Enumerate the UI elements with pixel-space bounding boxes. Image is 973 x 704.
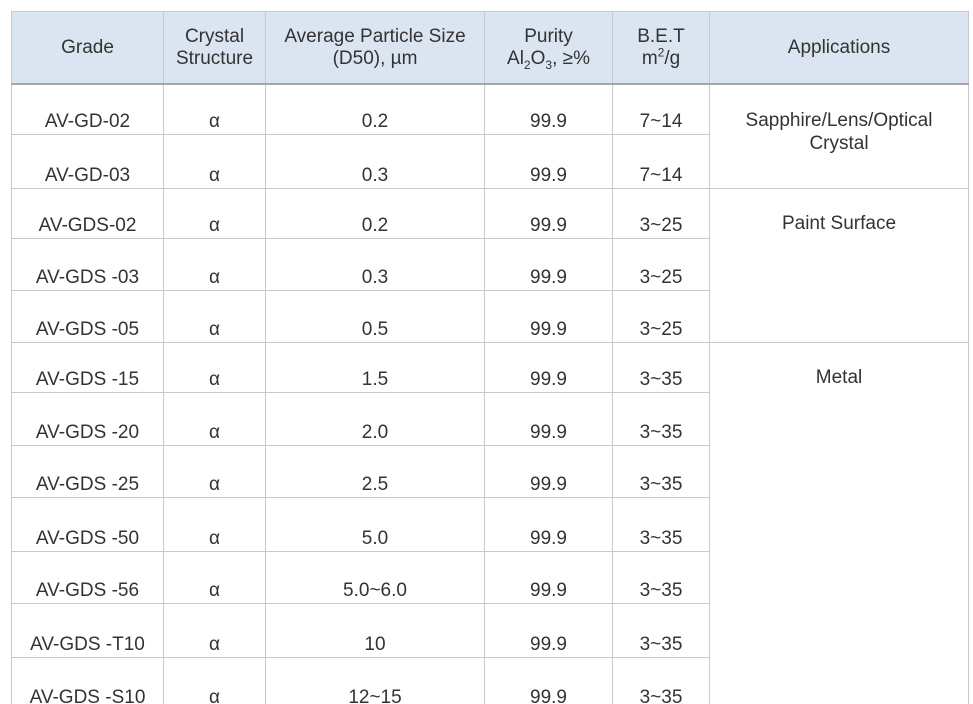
cell-grade: AV-GDS -50 [11, 497, 164, 552]
cell-bet: 3~25 [612, 238, 710, 291]
cell-purity: 99.9 [484, 497, 613, 552]
cell-crystal: α [163, 83, 266, 135]
cell-purity: 99.9 [484, 603, 613, 658]
cell-size: 10 [265, 603, 485, 658]
cell-grade: AV-GDS -03 [11, 238, 164, 291]
cell-application-metal: Metal [709, 342, 969, 704]
cell-purity: 99.9 [484, 83, 613, 135]
cell-purity: 99.9 [484, 392, 613, 446]
cell-size: 0.2 [265, 83, 485, 135]
cell-size: 0.2 [265, 188, 485, 239]
cell-purity: 99.9 [484, 188, 613, 239]
cell-crystal: α [163, 551, 266, 604]
cell-bet: 3~25 [612, 290, 710, 343]
header-bet: B.E.T m2/g [612, 11, 710, 85]
table-row: AV-GDS -25 α 2.5 99.9 3~35 [11, 445, 969, 498]
table-row: AV-GDS -20 α 2.0 99.9 3~35 [11, 392, 969, 446]
cell-crystal: α [163, 238, 266, 291]
cell-grade: AV-GDS -15 [11, 342, 164, 393]
table-row: AV-GD-03 α 0.3 99.9 7~14 [11, 134, 969, 189]
cell-grade: AV-GD-02 [11, 83, 164, 135]
cell-application-paint: Paint Surface [709, 188, 969, 343]
cell-bet: 7~14 [612, 134, 710, 189]
cell-purity: 99.9 [484, 290, 613, 343]
table-row: AV-GDS -T10 α 10 99.9 3~35 [11, 603, 969, 658]
cell-purity: 99.9 [484, 445, 613, 498]
cell-crystal: α [163, 603, 266, 658]
table-row: AV-GDS -05 α 0.5 99.9 3~25 [11, 290, 969, 343]
cell-grade: AV-GDS -S10 [11, 657, 164, 704]
cell-crystal: α [163, 188, 266, 239]
cell-size: 5.0 [265, 497, 485, 552]
cell-bet: 3~35 [612, 392, 710, 446]
cell-purity: 99.9 [484, 551, 613, 604]
cell-bet: 3~35 [612, 551, 710, 604]
cell-crystal: α [163, 342, 266, 393]
cell-crystal: α [163, 657, 266, 704]
table-row: AV-GDS -S10 α 12~15 99.9 3~35 [11, 657, 969, 704]
header-applications: Applications [709, 11, 969, 85]
cell-size: 2.0 [265, 392, 485, 446]
table-row: AV-GDS -03 α 0.3 99.9 3~25 [11, 238, 969, 291]
cell-grade: AV-GD-03 [11, 134, 164, 189]
header-particle-size: Average Particle Size (D50), µm [265, 11, 485, 85]
cell-bet: 7~14 [612, 83, 710, 135]
header-purity: Purity Al2O3, ≥% [484, 11, 613, 85]
table-row: AV-GDS -56 α 5.0~6.0 99.9 3~35 [11, 551, 969, 604]
table-row: AV-GDS-02 α 0.2 99.9 3~25 Paint Surface [11, 188, 969, 343]
table-row: AV-GDS -50 α 5.0 99.9 3~35 [11, 497, 969, 552]
cell-bet: 3~35 [612, 445, 710, 498]
header-grade: Grade [11, 11, 164, 85]
cell-size: 5.0~6.0 [265, 551, 485, 604]
cell-grade: AV-GDS -25 [11, 445, 164, 498]
cell-size: 12~15 [265, 657, 485, 704]
cell-size: 1.5 [265, 342, 485, 393]
cell-purity: 99.9 [484, 342, 613, 393]
cell-crystal: α [163, 290, 266, 343]
table-row: AV-GD-02 α 0.2 99.9 7~14 Sapphire/Lens/O… [11, 83, 969, 189]
cell-crystal: α [163, 134, 266, 189]
cell-crystal: α [163, 445, 266, 498]
cell-size: 2.5 [265, 445, 485, 498]
table-row: AV-GDS -15 α 1.5 99.9 3~35 Metal [11, 342, 969, 704]
cell-grade: AV-GDS -05 [11, 290, 164, 343]
header-row: Grade Crystal Structure Average Particle… [11, 11, 969, 85]
product-spec-table: Grade Crystal Structure Average Particle… [11, 11, 969, 704]
cell-size: 0.3 [265, 134, 485, 189]
cell-application-optical: Sapphire/Lens/Optical Crystal [709, 83, 969, 189]
cell-purity: 99.9 [484, 238, 613, 291]
cell-grade: AV-GDS-02 [11, 188, 164, 239]
cell-bet: 3~35 [612, 342, 710, 393]
cell-purity: 99.9 [484, 134, 613, 189]
cell-grade: AV-GDS -T10 [11, 603, 164, 658]
cell-grade: AV-GDS -20 [11, 392, 164, 446]
cell-crystal: α [163, 392, 266, 446]
cell-size: 0.3 [265, 238, 485, 291]
cell-grade: AV-GDS -56 [11, 551, 164, 604]
cell-bet: 3~35 [612, 497, 710, 552]
cell-bet: 3~35 [612, 657, 710, 704]
cell-bet: 3~25 [612, 188, 710, 239]
cell-size: 0.5 [265, 290, 485, 343]
cell-crystal: α [163, 497, 266, 552]
cell-purity: 99.9 [484, 657, 613, 704]
header-crystal-structure: Crystal Structure [163, 11, 266, 85]
cell-bet: 3~35 [612, 603, 710, 658]
